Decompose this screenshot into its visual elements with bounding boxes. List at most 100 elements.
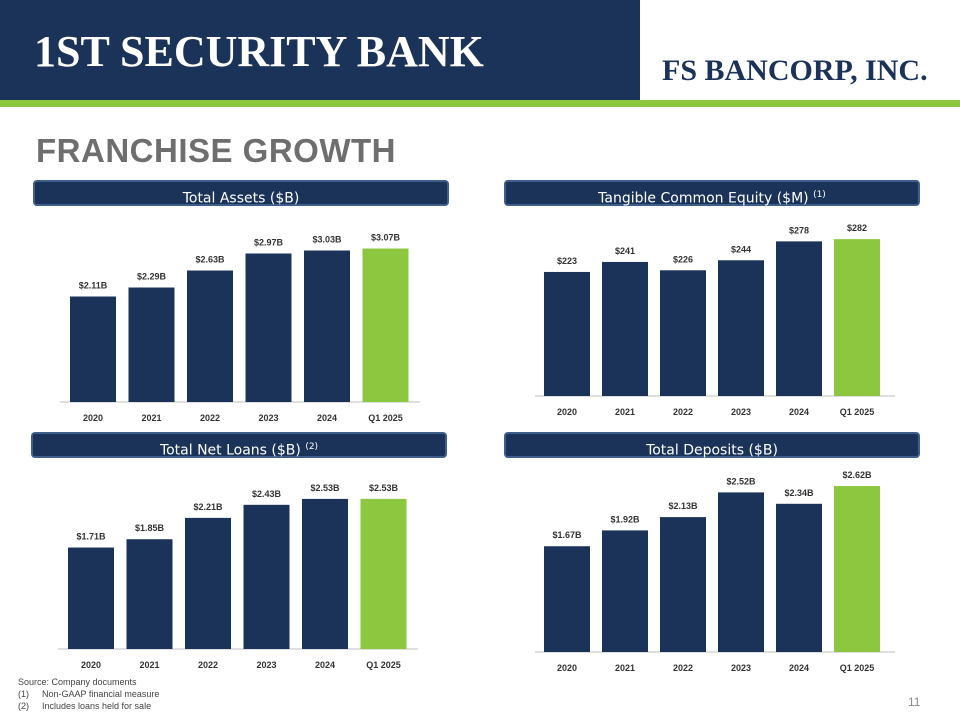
data-label: $2.34B	[784, 488, 814, 498]
data-label: $2.53B	[369, 483, 399, 493]
footnote-text: Includes loans held for sale	[42, 701, 152, 711]
footnote-number: (2)	[18, 701, 29, 711]
x-tick-label: 2023	[731, 407, 751, 417]
panel-title: Tangible Common Equity ($M)	[598, 190, 814, 207]
data-label: $244	[731, 244, 751, 254]
bar-2023	[243, 504, 290, 649]
x-tick-label: 2024	[315, 660, 335, 670]
data-label: $2.97B	[254, 238, 284, 248]
bar-2022	[660, 517, 706, 652]
bar-2021	[602, 530, 648, 652]
data-label: $3.07B	[371, 233, 401, 243]
x-tick-label: 2020	[557, 407, 577, 417]
bar-2024	[302, 498, 348, 649]
page-title: FRANCHISE GROWTH	[36, 132, 396, 169]
header-banner	[0, 0, 640, 100]
bar-2023	[718, 260, 764, 396]
tangible-equity-chart: $223 2020 $241 2021 $226 2022 $244 2023 $278 2024…	[535, 223, 895, 417]
x-tick-label: Q1 2025	[366, 660, 401, 670]
x-tick-label: 2020	[557, 663, 577, 673]
data-label: $226	[673, 254, 693, 264]
data-label: $2.11B	[79, 281, 108, 291]
data-label: $223	[557, 256, 577, 266]
x-tick-label: 2023	[258, 413, 278, 423]
footnote-1: (1) Non-GAAP financial measure	[18, 688, 159, 700]
panel-header-total-deposits: Total Deposits ($B)	[504, 432, 920, 459]
data-label: $2.21B	[193, 502, 223, 512]
bar-2023	[718, 492, 764, 652]
company-logo: FS BANCORP, INC.	[662, 54, 928, 87]
footnote-number: (1)	[18, 689, 29, 699]
panel-superscript: (2)	[305, 442, 319, 452]
data-label: $282	[847, 223, 867, 233]
bar-2020	[70, 296, 116, 402]
bar-2022	[187, 270, 233, 402]
x-tick-label: 2020	[81, 660, 101, 670]
x-tick-label: 2024	[789, 407, 809, 417]
net-loans-chart: $1.71B 2020 $1.85B 2021 $2.21B 2022 $2.43B 2023…	[58, 483, 418, 670]
bar-2022	[185, 517, 231, 649]
data-label: $2.62B	[842, 470, 872, 480]
footnotes: Source: Company documents (1) Non-GAAP fi…	[18, 676, 159, 712]
source-note: Source: Company documents	[18, 677, 137, 687]
bar-2020	[544, 271, 590, 396]
x-tick-label: 2021	[615, 663, 635, 673]
x-tick-label: 2023	[731, 663, 751, 673]
bar-2024	[776, 241, 822, 396]
bar-2022	[660, 270, 706, 396]
data-label: $2.29B	[137, 272, 167, 282]
data-label: $2.13B	[668, 501, 698, 511]
panel-title: Total Assets ($B)	[182, 190, 300, 207]
x-tick-label: 2021	[141, 413, 161, 423]
panel-superscript: (1)	[813, 190, 826, 200]
x-tick-label: 2022	[673, 663, 693, 673]
bar-q1-2025	[834, 239, 880, 396]
x-tick-label: 2022	[673, 407, 693, 417]
footnote-2: (2) Includes loans held for sale	[18, 700, 159, 712]
bar-q1-2025	[834, 486, 880, 652]
x-tick-label: 2024	[789, 663, 809, 673]
bank-logo: 1ST SECURITY BANK	[34, 27, 484, 76]
data-label: $3.03B	[312, 235, 342, 245]
x-tick-label: 2022	[198, 660, 218, 670]
total-deposits-chart: $1.67B 2020 $1.92B 2021 $2.13B 2022 $2.52B 2023…	[535, 470, 895, 673]
bar-2023	[245, 253, 292, 402]
x-tick-label: Q1 2025	[840, 663, 875, 673]
x-tick-label: 2021	[615, 407, 635, 417]
bar-2021	[602, 261, 648, 396]
data-label: $2.43B	[252, 489, 282, 499]
x-tick-label: 2024	[317, 413, 337, 423]
panel-header-total-assets: Total Assets ($B)	[33, 180, 449, 207]
data-label: $2.52B	[726, 476, 756, 486]
bar-2020	[544, 546, 590, 652]
x-tick-label: 2021	[139, 660, 159, 670]
bar-2024	[776, 503, 822, 652]
total-assets-chart: $2.11B 2020 $2.29B 2021 $2.63B 2022 $2.97B 2023…	[60, 233, 420, 423]
data-label: $2.63B	[195, 255, 225, 265]
bar-2024	[304, 250, 350, 402]
bar-2020	[68, 547, 114, 649]
x-tick-label: 2020	[83, 413, 103, 423]
bar-q1-2025	[362, 248, 409, 402]
panel-title: Total Deposits ($B)	[646, 442, 778, 459]
x-tick-label: Q1 2025	[368, 413, 403, 423]
data-label: $241	[615, 246, 635, 256]
data-label: $1.71B	[76, 532, 106, 542]
data-label: $1.92B	[610, 514, 640, 524]
panel-header-tangible-equity: Tangible Common Equity ($M) (1)	[504, 180, 920, 207]
header-accent-bar	[0, 100, 960, 107]
panel-title: Total Net Loans ($B)	[159, 442, 306, 459]
x-tick-label: 2023	[256, 660, 276, 670]
data-label: $278	[789, 225, 809, 235]
bar-2021	[126, 539, 173, 649]
page-number: 11	[908, 695, 921, 709]
x-tick-label: 2022	[200, 413, 220, 423]
x-tick-label: Q1 2025	[840, 407, 875, 417]
bar-q1-2025	[360, 498, 407, 649]
data-label: $1.85B	[135, 523, 165, 533]
panel-header-net-loans: Total Net Loans ($B) (2)	[31, 432, 447, 459]
bar-2021	[128, 287, 175, 402]
footnote-text: Non-GAAP financial measure	[42, 689, 160, 699]
data-label: $1.67B	[552, 530, 582, 540]
data-label: $2.53B	[310, 483, 340, 493]
